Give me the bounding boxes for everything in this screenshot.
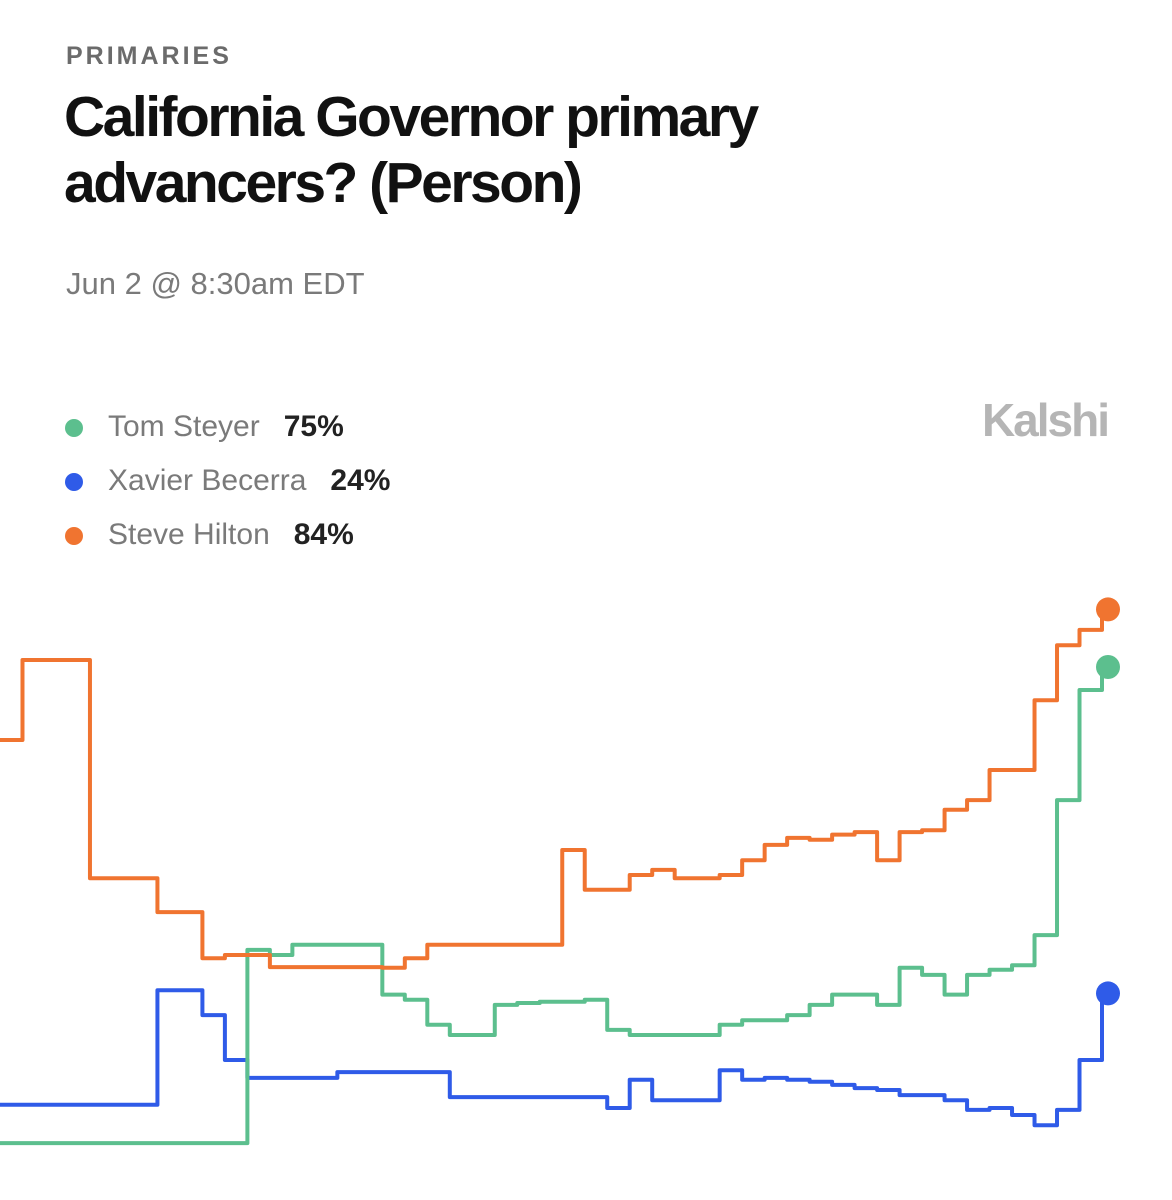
series-line bbox=[0, 667, 1104, 1146]
legend-value: 24% bbox=[330, 464, 390, 497]
subtitle: Jun 2 @ 8:30am EDT bbox=[66, 266, 365, 301]
chart-title: California Governor primary advancers? (… bbox=[64, 85, 759, 215]
end-dot bbox=[1096, 655, 1120, 679]
series-line bbox=[0, 988, 1104, 1128]
series-line bbox=[0, 609, 1104, 970]
legend-label: Xavier Becerra bbox=[108, 464, 307, 497]
legend-swatch bbox=[65, 473, 83, 491]
end-dot bbox=[1096, 597, 1120, 622]
legend-value: 75% bbox=[284, 410, 344, 443]
legend-value: 84% bbox=[294, 518, 354, 551]
legend-swatch bbox=[65, 419, 83, 437]
brand-logo: Kalshi bbox=[982, 394, 1108, 446]
kicker: PRIMARIES bbox=[66, 42, 232, 70]
legend-label: Steve Hilton bbox=[108, 518, 270, 551]
legend-swatch bbox=[65, 527, 83, 545]
legend-label: Tom Steyer bbox=[108, 410, 260, 443]
end-dot bbox=[1096, 981, 1120, 1006]
